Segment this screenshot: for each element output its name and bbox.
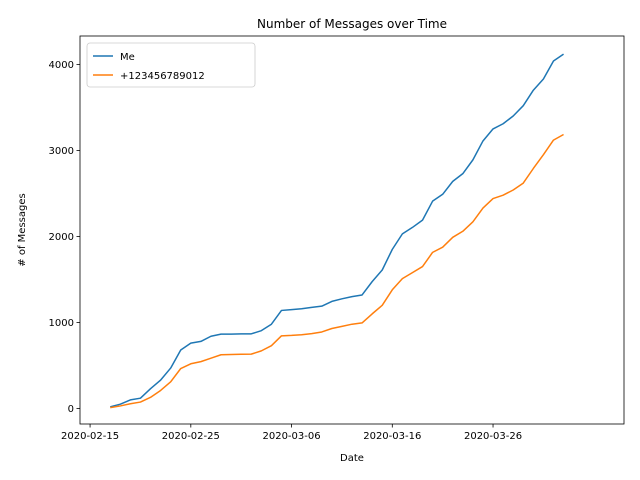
y-tick-label: 2000 [49,232,74,243]
x-tick-label: 2020-03-26 [464,431,522,442]
series-line-0 [110,53,564,408]
x-tick-label: 2020-02-15 [61,431,119,442]
x-axis-label: Date [340,453,364,464]
y-tick-label: 0 [68,404,74,415]
legend-box [86,42,256,88]
legend-entry: +123456789012 [120,71,205,82]
y-tick-label: 4000 [49,60,74,71]
y-axis: 0 1000 2000 3000 4000 [49,60,80,415]
x-axis: 2020-02-15 2020-02-25 2020-03-06 2020-03-16… [61,424,522,442]
x-tick-label: 2020-03-06 [262,431,320,442]
chart-title: Number of Messages over Time [257,17,447,31]
series-lines [110,53,564,409]
plot-frame [79,35,625,425]
y-tick-label: 3000 [49,146,74,157]
x-tick-label: 2020-02-25 [162,431,220,442]
legend: Me +123456789012 [86,42,256,88]
x-tick-label: 2020-03-16 [363,431,421,442]
series-line-1 [110,133,564,409]
y-tick-label: 1000 [49,318,74,329]
y-axis-label: # of Messages [17,193,28,266]
legend-entry: Me [120,52,135,63]
